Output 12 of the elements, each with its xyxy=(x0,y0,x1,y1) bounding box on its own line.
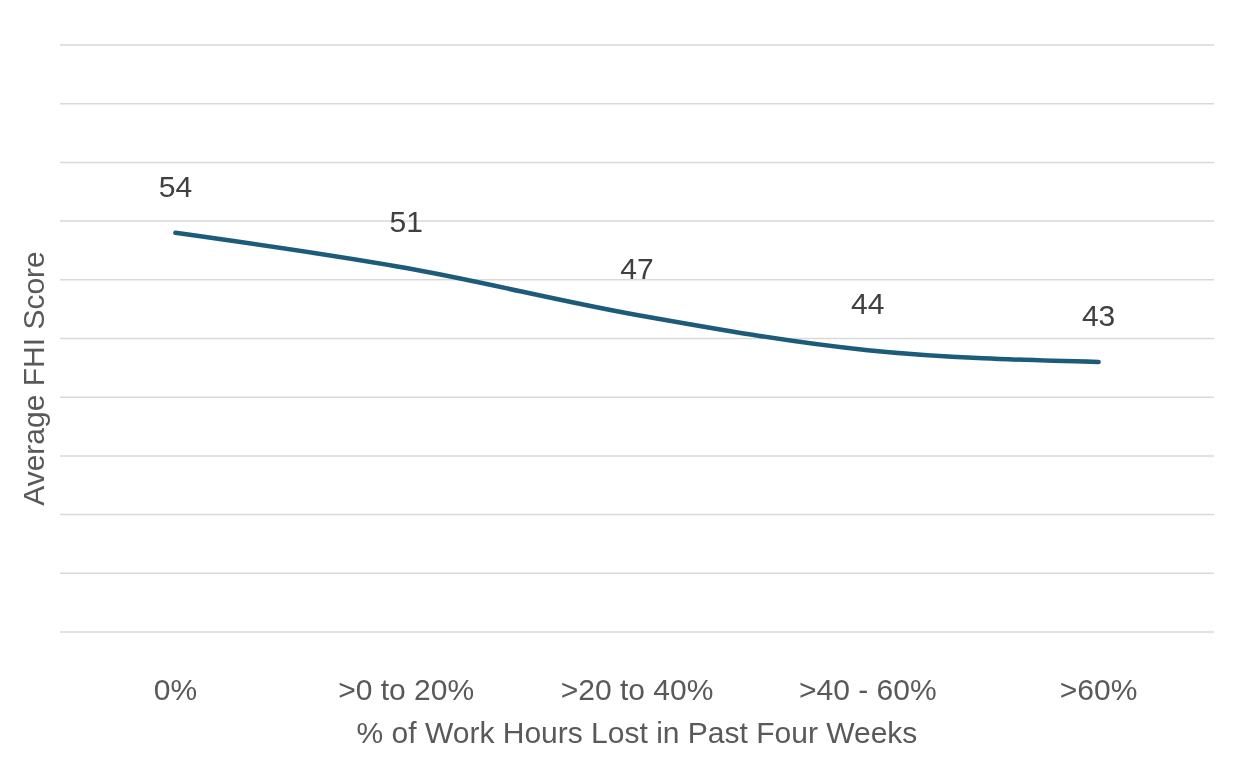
data-label: 43 xyxy=(1081,298,1116,332)
x-tick-label: >20 to 40% xyxy=(560,673,714,706)
x-tick-label: 0% xyxy=(153,673,198,706)
data-label: 47 xyxy=(620,252,654,286)
data-label: 54 xyxy=(158,169,193,203)
x-tick-label: >40 - 60% xyxy=(799,673,937,706)
y-axis-title: Average FHI Score xyxy=(17,251,50,506)
data-label: 44 xyxy=(851,287,885,321)
x-tick-label: >0 to 20% xyxy=(338,673,475,706)
x-tick-label: >60% xyxy=(1059,673,1138,706)
x-axis-title: % of Work Hours Lost in Past Four Weeks xyxy=(356,716,918,749)
data-label: 51 xyxy=(389,205,423,239)
